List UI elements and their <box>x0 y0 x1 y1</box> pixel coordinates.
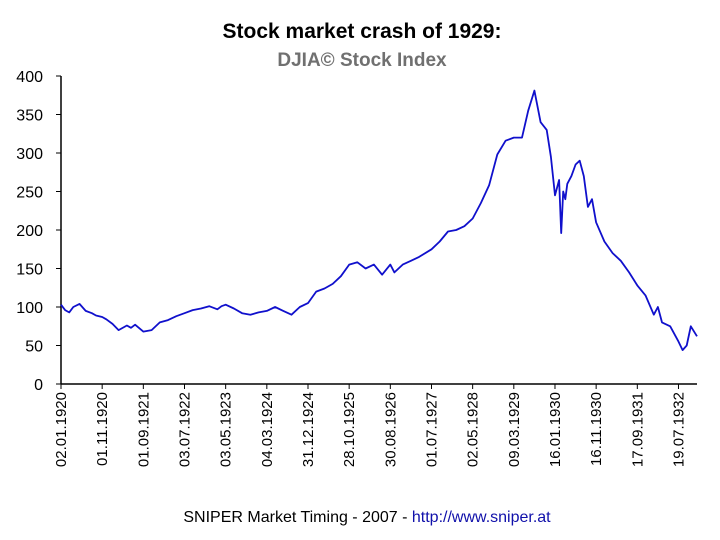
y-tick-label: 400 <box>16 69 43 86</box>
y-axis-ticks: 0 50 100 150 200 250 300 350 400 <box>16 69 61 394</box>
y-tick-label: 100 <box>16 300 43 317</box>
y-tick-label: 0 <box>34 377 43 394</box>
chart-title: Stock market crash of 1929: <box>223 20 502 43</box>
y-tick-label: 200 <box>16 223 43 240</box>
footer-link[interactable]: http://www.sniper.at <box>412 509 551 526</box>
x-tick-label: 01.07.1927 <box>423 392 440 467</box>
x-tick-label: 01.09.1921 <box>135 392 152 467</box>
x-tick-label: 02.05.1928 <box>465 392 482 467</box>
x-tick-label: 31.12.1924 <box>300 392 317 467</box>
x-tick-label: 17.09.1931 <box>629 392 646 467</box>
y-tick-label: 50 <box>25 339 43 356</box>
x-tick-label: 01.11.1920 <box>94 392 111 466</box>
plot-area: 0 50 100 150 200 250 300 350 400 02.01.1920 01.11… <box>16 69 698 467</box>
y-tick-label: 150 <box>16 262 43 279</box>
x-tick-label: 19.07.1932 <box>670 392 687 467</box>
x-tick-label: 16.11.1930 <box>588 392 605 466</box>
x-tick-label: 16.01.1930 <box>547 392 564 467</box>
chart-subtitle: DJIA© Stock Index <box>277 50 447 71</box>
x-tick-label: 02.01.1920 <box>53 392 70 467</box>
y-tick-label: 300 <box>16 146 43 163</box>
x-tick-label: 30.08.1926 <box>382 392 399 467</box>
x-tick-label: 28.10.1925 <box>341 392 358 467</box>
x-tick-label: 04.03.1924 <box>259 392 276 467</box>
footer-credit: SNIPER Market Timing - 2007 - http://www… <box>183 509 551 526</box>
series-line-djia <box>60 89 698 352</box>
y-tick-label: 350 <box>16 108 43 125</box>
y-tick-label: 250 <box>16 185 43 202</box>
x-axis-ticks: 02.01.1920 01.11.1920 01.09.1921 03.07.1922… <box>53 384 687 467</box>
footer-text: SNIPER Market Timing - 2007 - <box>183 509 412 526</box>
x-tick-label: 03.05.1923 <box>218 392 235 467</box>
x-tick-label: 09.03.1929 <box>506 392 523 467</box>
x-tick-label: 03.07.1922 <box>176 392 193 467</box>
